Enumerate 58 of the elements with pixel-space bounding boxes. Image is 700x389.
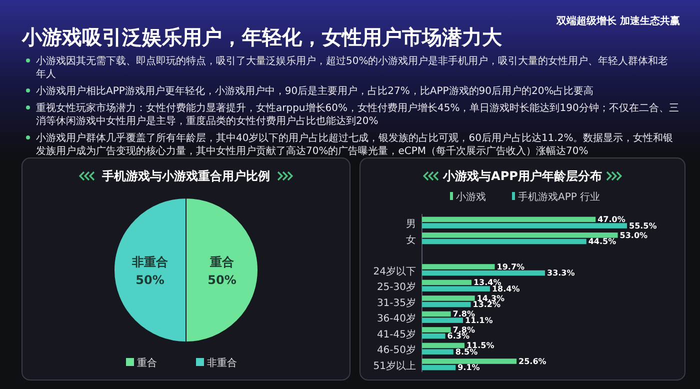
y-tick-label: 36-40岁 xyxy=(376,312,416,325)
bar xyxy=(422,302,471,308)
bar xyxy=(422,358,517,364)
legend-label: 非重合 xyxy=(207,357,237,369)
data-label: 6.3% xyxy=(447,332,470,341)
bar xyxy=(422,327,451,332)
bar xyxy=(422,232,618,238)
bar xyxy=(422,264,495,270)
data-label: 53.0% xyxy=(620,230,648,240)
text: 小游戏因其无需下载、即点即玩的特点，吸引了大量泛娱乐用户，超过50%的小游戏用户是非手机用户，吸引大量的女性用户、年轻人群体和老年人 xyxy=(36,55,668,80)
y-tick-label: 41-45岁 xyxy=(376,328,416,340)
bar xyxy=(422,280,472,286)
data-label: 50% xyxy=(136,273,164,287)
y-tick-label: 31-35岁 xyxy=(376,296,416,309)
legend-label: 重合 xyxy=(137,357,157,369)
y-tick-label: 男 xyxy=(406,219,416,230)
bar xyxy=(422,342,464,348)
data-label: 9.1% xyxy=(458,363,480,372)
bar xyxy=(422,270,545,276)
data-label: 7.8% xyxy=(452,325,475,334)
data-label: 19.7% xyxy=(496,262,525,272)
bar xyxy=(422,349,454,354)
bar xyxy=(422,296,475,301)
text: 双端超级增长 加速生态共赢 xyxy=(556,15,680,27)
data-label: 18.4% xyxy=(492,284,520,294)
y-tick-label: 24岁以下 xyxy=(373,265,416,278)
legend-label: 手机游戏APP 行业 xyxy=(518,191,600,203)
data-label: 47.0% xyxy=(598,215,626,224)
text: 小游戏用户相比APP游戏用户更年轻化，小游戏用户中，90后是主要用户，占比27%，比APP游戏的90后用户的20%占比要高 xyxy=(36,85,594,97)
bar xyxy=(422,318,463,323)
bar xyxy=(422,333,446,339)
slice-label: 重合 xyxy=(209,255,235,269)
y-tick-label: 51岁以上 xyxy=(373,360,416,372)
data-label: 13.2% xyxy=(472,300,501,310)
slice-label: 非重合 xyxy=(131,255,169,269)
chart-title: 小游戏与APP用户年龄层分布 xyxy=(442,169,602,183)
bar xyxy=(422,216,596,222)
data-label: 33.3% xyxy=(547,268,575,278)
data-label: 44.5% xyxy=(588,237,616,246)
chart-title: 手机游戏与小游戏重合用户比例 xyxy=(101,169,270,183)
bar xyxy=(422,311,451,317)
legend-label: 小游戏 xyxy=(456,191,486,203)
data-label: 55.5% xyxy=(629,221,657,230)
data-label: 8.5% xyxy=(455,347,478,356)
y-tick-label: 女 xyxy=(406,234,416,246)
text: 小游戏吸引泛娱乐用户，年轻化，女性用户市场潜力大 xyxy=(21,25,503,49)
text: 小游戏用户群体几乎覆盖了所有年龄层，其中40岁以下的用户占比超过七成，银发族的占比可观，60后用户占比达11.2%。数据显示，女性和银发族用户成为广告变现的核心力量，其中女性用户贡献了高达70%的广告曝光量，eCPM（每千次展示广告收入）涨幅达70% xyxy=(36,132,674,157)
data-label: 11.1% xyxy=(465,316,493,325)
data-label: 25.6% xyxy=(518,356,546,366)
text: 重视女性玩家市场潜力：女性付费能力显著提升，女性arppu增长60%，女性付费用户增长45%，单日游戏时长能达到190分钟；不仅在二合、三消等休闲游戏中女性用户是主导，重度品类的女性付费用户占比也能达到20% xyxy=(36,102,679,127)
data-label: 14.3% xyxy=(476,294,505,303)
bar xyxy=(422,238,586,244)
bar xyxy=(422,364,456,370)
y-tick-label: 25-30岁 xyxy=(376,281,416,294)
bar xyxy=(422,223,627,228)
y-tick-label: 46-50岁 xyxy=(376,344,416,356)
bar xyxy=(422,286,490,292)
data-label: 50% xyxy=(208,273,236,287)
